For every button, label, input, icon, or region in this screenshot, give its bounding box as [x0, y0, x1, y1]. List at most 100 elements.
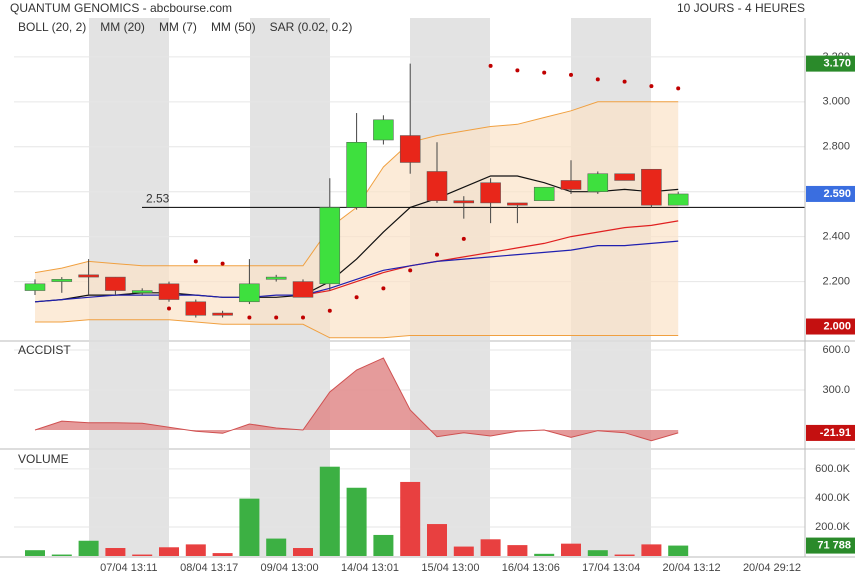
volume-bar	[507, 545, 528, 556]
volume-bar	[185, 544, 206, 556]
candle-body	[507, 202, 528, 206]
last-value-label: 2.000	[823, 320, 851, 332]
session-shade	[571, 450, 651, 556]
last-value-label: 2.590	[823, 188, 851, 200]
y-tick-label: 2.400	[822, 231, 850, 243]
legend-entry: MM (20)	[100, 20, 145, 34]
volume-bar	[587, 550, 608, 556]
last-value-box	[806, 55, 855, 72]
session-shade	[250, 450, 330, 556]
volume-bar	[266, 538, 287, 556]
volume-bar	[400, 481, 421, 556]
x-tick-label: 16/04 13:06	[502, 562, 560, 574]
candle-body	[158, 283, 180, 300]
volume-bar	[105, 548, 126, 556]
last-value-box	[806, 537, 855, 554]
session-shade	[89, 342, 169, 448]
reference-label: 2.53	[146, 192, 170, 206]
legend-entry: MM (7)	[159, 20, 197, 34]
candle-body	[239, 283, 260, 303]
volume-bar	[319, 466, 340, 556]
sar-dot	[569, 72, 573, 77]
sar-dot	[461, 236, 466, 241]
candle-body	[480, 182, 501, 204]
x-tick-label: 09/04 13:00	[261, 562, 319, 574]
sar-dot	[435, 252, 439, 257]
bollinger-fill	[35, 101, 679, 338]
volume-bar	[561, 543, 581, 556]
y-tick-label: 400.0K	[815, 492, 851, 504]
last-value-label: -21.91	[820, 427, 851, 439]
moving-average	[302, 220, 679, 296]
candle-body	[265, 276, 287, 280]
volume-bar	[293, 548, 313, 556]
volume-bar	[534, 553, 555, 556]
volume-bar	[480, 539, 501, 556]
candle-body	[667, 193, 689, 206]
x-tick-label: 08/04 13:17	[180, 562, 238, 574]
last-value-box	[806, 318, 855, 335]
sar-dot	[408, 268, 413, 273]
legend-entry: SAR (0.02, 0.2)	[270, 20, 353, 34]
sar-dot	[622, 79, 627, 84]
volume-bar	[212, 553, 233, 556]
candle-body	[131, 290, 153, 294]
candle-body	[426, 171, 448, 201]
volume-bar	[159, 547, 179, 556]
candle-body	[105, 276, 126, 291]
y-tick-label: 600.0K	[815, 463, 851, 475]
panel-title: ACCDIST	[18, 343, 71, 357]
sar-dot	[327, 308, 332, 313]
volume-bar	[614, 554, 635, 556]
chart-title: QUANTUM GENOMICS - abcbourse.com	[10, 1, 232, 15]
sar-dot	[167, 306, 171, 311]
candle-body	[399, 135, 421, 163]
moving-average	[34, 240, 679, 303]
candle-body	[51, 279, 73, 282]
last-value-box	[806, 424, 855, 441]
sar-dot	[649, 84, 654, 89]
candle-body	[212, 312, 233, 316]
candle-body	[346, 142, 367, 208]
x-tick-label: 17/04 13:04	[582, 562, 640, 574]
candle-body	[614, 173, 635, 181]
candle-body	[78, 274, 99, 278]
volume-bar	[51, 554, 72, 556]
last-value-label: 3.170	[823, 58, 851, 70]
volume-bar	[668, 545, 689, 556]
sar-dot	[595, 77, 600, 82]
y-tick-label: 200.0K	[815, 521, 851, 533]
sar-dot	[301, 315, 305, 320]
candle-body	[453, 200, 475, 204]
candle-body	[587, 173, 609, 192]
period-label: 10 JOURS - 4 HEURES	[677, 1, 805, 15]
candle-body	[641, 168, 662, 206]
volume-bar	[453, 546, 474, 556]
x-tick-label: 07/04 13:11	[100, 562, 157, 574]
session-shade	[250, 342, 330, 448]
candle-body	[292, 281, 314, 298]
candle-body	[319, 207, 341, 285]
accdist-area	[35, 358, 679, 441]
y-tick-label: 3.000	[822, 96, 850, 108]
sar-dot	[247, 315, 252, 320]
y-tick-label: 2.200	[822, 275, 850, 287]
x-tick-label: 14/04 13:01	[341, 562, 399, 574]
candle-body	[533, 186, 555, 201]
bollinger-lower	[35, 319, 679, 339]
sar-dot	[676, 86, 681, 91]
volume-bar	[132, 554, 153, 556]
sar-dot	[515, 68, 520, 73]
volume-bar	[641, 544, 662, 556]
session-shade	[89, 450, 169, 556]
volume-bar	[427, 524, 447, 556]
sar-dot	[193, 259, 198, 264]
y-tick-label: 300.0	[822, 384, 850, 396]
candle-body	[373, 119, 394, 141]
session-shade	[410, 450, 490, 556]
volume-bar	[239, 498, 260, 556]
sar-dot	[274, 315, 279, 320]
panel-title: VOLUME	[18, 452, 69, 466]
last-value-label: 71 788	[817, 539, 851, 551]
